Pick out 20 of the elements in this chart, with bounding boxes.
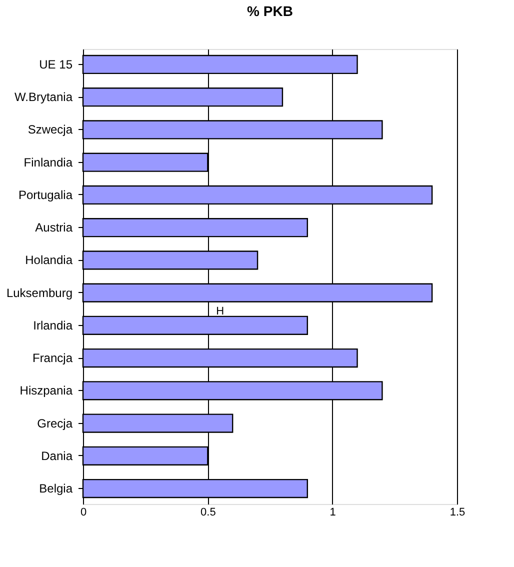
y-tick-label: W.Brytania [14,90,73,104]
y-tick-label: Szwecja [28,122,73,137]
annotation: H [216,305,224,318]
y-tick-label: Austria [35,220,73,235]
x-tick-label: 1.5 [450,506,466,518]
y-tick-label: Grecja [37,416,73,430]
y-tick-label: Hiszpania [20,384,73,398]
y-tick-label: UE 15 [39,57,73,72]
y-tick-label: Holandia [25,253,73,268]
y-tick-label: Luksemburg [6,286,72,300]
y-tick-label: Portugalia [18,188,73,202]
x-tick-label: 0 [80,506,87,518]
y-tick-label: Dania [41,448,73,463]
chart-title: % PKB [247,3,293,19]
x-tick-label: 0.5 [200,506,216,518]
x-tick-label: 1 [330,506,336,518]
y-tick-label: Finlandia [24,155,73,170]
y-tick-label: Irlandia [33,318,73,332]
y-tick-label: Francja [32,351,73,366]
y-tick-label: Belgia [39,482,73,496]
